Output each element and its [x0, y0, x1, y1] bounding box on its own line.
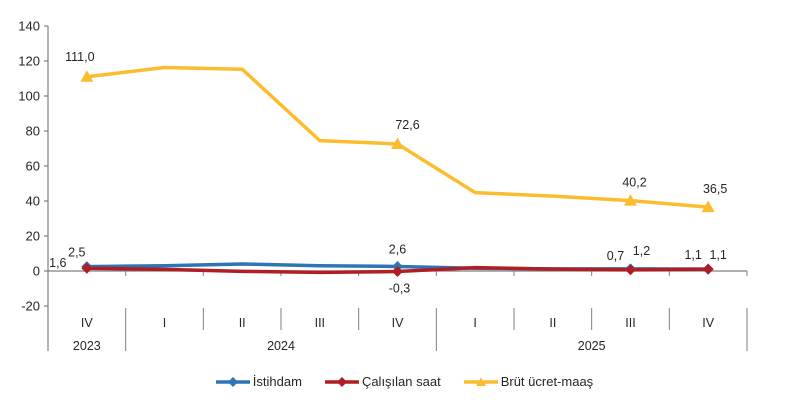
legend-label-calisilan-saat: Çalışılan saat — [361, 374, 441, 389]
legend-item-brut-ucret-maas: Brüt ücret-maaş — [463, 374, 593, 389]
x-axis-year-label: 2023 — [73, 339, 101, 353]
data-label-brut-ucret-maas: 36,5 — [703, 182, 727, 196]
data-label-calisilan-saat: 1,6 — [49, 256, 66, 270]
y-axis-tick-label: 80 — [26, 124, 40, 139]
series-marker-calisilan-saat — [702, 263, 714, 275]
legend-item-calisilan-saat: Çalışılan saat — [324, 374, 441, 389]
x-axis-quarter-label: II — [239, 316, 246, 330]
y-axis-tick-label: 20 — [26, 229, 40, 244]
y-axis-tick-label: -20 — [21, 299, 40, 314]
data-label-calisilan-saat: 1,1 — [709, 248, 726, 262]
data-label-istihdam: 2,5 — [68, 246, 85, 260]
x-axis-year-label: 2024 — [267, 339, 295, 353]
x-axis-year-label: 2025 — [578, 339, 606, 353]
data-label-istihdam: 1,2 — [633, 244, 650, 258]
y-axis-tick-label: 120 — [18, 54, 40, 69]
data-label-brut-ucret-maas: 40,2 — [622, 176, 646, 190]
y-axis-tick-label: 140 — [18, 19, 40, 34]
series-marker-brut-ucret-maas — [391, 137, 404, 149]
x-axis-quarter-label: IV — [81, 316, 93, 330]
x-axis-quarter-label: III — [315, 316, 325, 330]
y-axis-tick-label: 60 — [26, 159, 40, 174]
data-label-istihdam: 1,1 — [684, 248, 701, 262]
x-axis-quarter-label: IV — [392, 316, 404, 330]
series-line-brut-ucret-maas — [85, 65, 710, 209]
y-axis-tick-label: 100 — [18, 89, 40, 104]
series-marker-calisilan-saat — [625, 264, 636, 276]
legend-marker-istihdam — [215, 376, 250, 387]
legend-label-brut-ucret-maas: Brüt ücret-maaş — [500, 374, 594, 389]
legend-marker-calisilan-saat — [324, 376, 359, 387]
data-label-calisilan-saat: 0,7 — [607, 249, 624, 263]
legend-item-istihdam: İstihdam — [215, 374, 302, 389]
x-axis-quarter-label: IV — [702, 316, 714, 330]
y-axis-tick-label: 40 — [26, 194, 40, 209]
series-marker-brut-ucret-maas — [701, 200, 715, 213]
data-label-brut-ucret-maas: 111,0 — [65, 50, 94, 64]
legend-marker-brut-ucret-maas — [463, 377, 498, 386]
data-label-brut-ucret-maas: 72,6 — [395, 118, 419, 132]
data-label-calisilan-saat: -0,3 — [389, 282, 411, 296]
x-axis-quarter-label: I — [163, 316, 166, 330]
chart-legend: İstihdam Çalışılan saat Brüt ücret-maaş — [0, 374, 808, 389]
series-marker-brut-ucret-maas — [80, 70, 94, 82]
x-axis-quarter-label: III — [625, 316, 635, 330]
data-label-istihdam: 2,6 — [389, 242, 406, 256]
legend-label-istihdam: İstihdam — [252, 374, 302, 389]
series-marker-brut-ucret-maas — [624, 194, 637, 206]
series-marker-calisilan-saat — [392, 266, 403, 278]
x-axis-quarter-label: II — [549, 316, 556, 330]
series-marker-calisilan-saat — [81, 262, 93, 274]
x-axis-quarter-label: I — [473, 316, 476, 330]
y-axis-tick-label: 0 — [33, 264, 40, 279]
